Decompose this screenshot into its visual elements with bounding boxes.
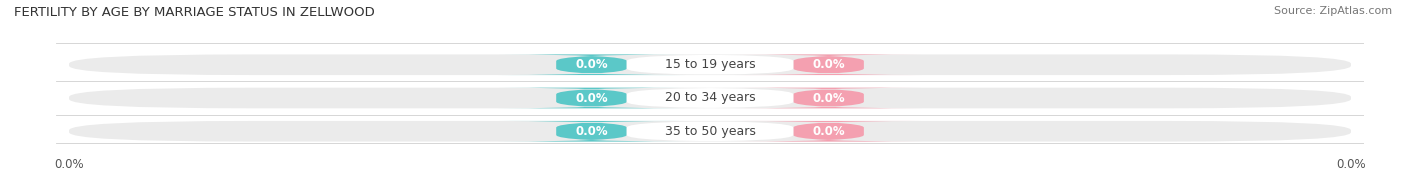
Text: Source: ZipAtlas.com: Source: ZipAtlas.com — [1274, 6, 1392, 16]
FancyBboxPatch shape — [627, 88, 793, 108]
Text: 0.0%: 0.0% — [575, 58, 607, 71]
FancyBboxPatch shape — [499, 54, 685, 75]
FancyBboxPatch shape — [499, 88, 685, 108]
Text: 0.0%: 0.0% — [575, 125, 607, 138]
FancyBboxPatch shape — [735, 54, 921, 75]
Text: 0.0%: 0.0% — [575, 92, 607, 104]
FancyBboxPatch shape — [499, 121, 685, 142]
Text: 0.0%: 0.0% — [813, 58, 845, 71]
Text: FERTILITY BY AGE BY MARRIAGE STATUS IN ZELLWOOD: FERTILITY BY AGE BY MARRIAGE STATUS IN Z… — [14, 6, 375, 19]
FancyBboxPatch shape — [627, 54, 793, 75]
Text: 15 to 19 years: 15 to 19 years — [665, 58, 755, 71]
FancyBboxPatch shape — [69, 121, 1351, 142]
FancyBboxPatch shape — [735, 88, 921, 108]
Legend: Married, Unmarried: Married, Unmarried — [619, 192, 801, 196]
FancyBboxPatch shape — [735, 121, 921, 142]
Text: 0.0%: 0.0% — [813, 92, 845, 104]
FancyBboxPatch shape — [69, 54, 1351, 75]
FancyBboxPatch shape — [627, 121, 793, 142]
Text: 35 to 50 years: 35 to 50 years — [665, 125, 755, 138]
Text: 0.0%: 0.0% — [813, 125, 845, 138]
Text: 20 to 34 years: 20 to 34 years — [665, 92, 755, 104]
FancyBboxPatch shape — [69, 88, 1351, 108]
